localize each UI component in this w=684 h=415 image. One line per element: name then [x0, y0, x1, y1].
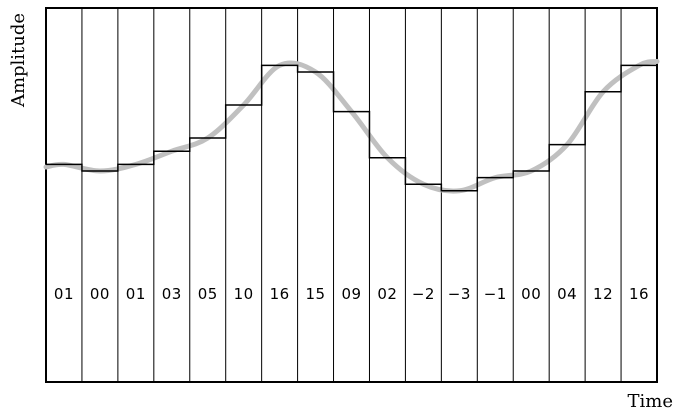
sample-value-label: 01	[126, 285, 146, 303]
sample-value-label: 16	[629, 285, 649, 303]
sample-value-label: 15	[306, 285, 326, 303]
sample-value-label: 12	[593, 285, 613, 303]
sample-value-label: 04	[557, 285, 577, 303]
plot-frame	[45, 7, 658, 383]
sample-value-label: 01	[54, 285, 74, 303]
sample-value-label: 09	[341, 285, 361, 303]
sample-value-label: −1	[484, 285, 507, 303]
quantized-step-signal	[46, 64, 657, 192]
sample-value-label: 05	[198, 285, 218, 303]
sample-value-label: −3	[448, 285, 471, 303]
sample-gridlines	[81, 8, 622, 382]
sample-value-labels: 01 00 01 03 05 10 16 15 09 02 −2 −3 −1 00 04 12 16	[54, 285, 649, 303]
y-axis-label: Amplitude	[8, 13, 29, 108]
sample-value-label: 00	[521, 285, 541, 303]
sample-value-label: 03	[162, 285, 182, 303]
sample-value-label: −2	[412, 285, 435, 303]
x-axis-label: Time	[628, 391, 673, 412]
sample-value-label: 00	[90, 285, 110, 303]
analog-signal-curve	[43, 58, 660, 194]
sample-value-label: 16	[270, 285, 290, 303]
sample-value-label: 10	[234, 285, 254, 303]
sample-value-label: 02	[377, 285, 397, 303]
